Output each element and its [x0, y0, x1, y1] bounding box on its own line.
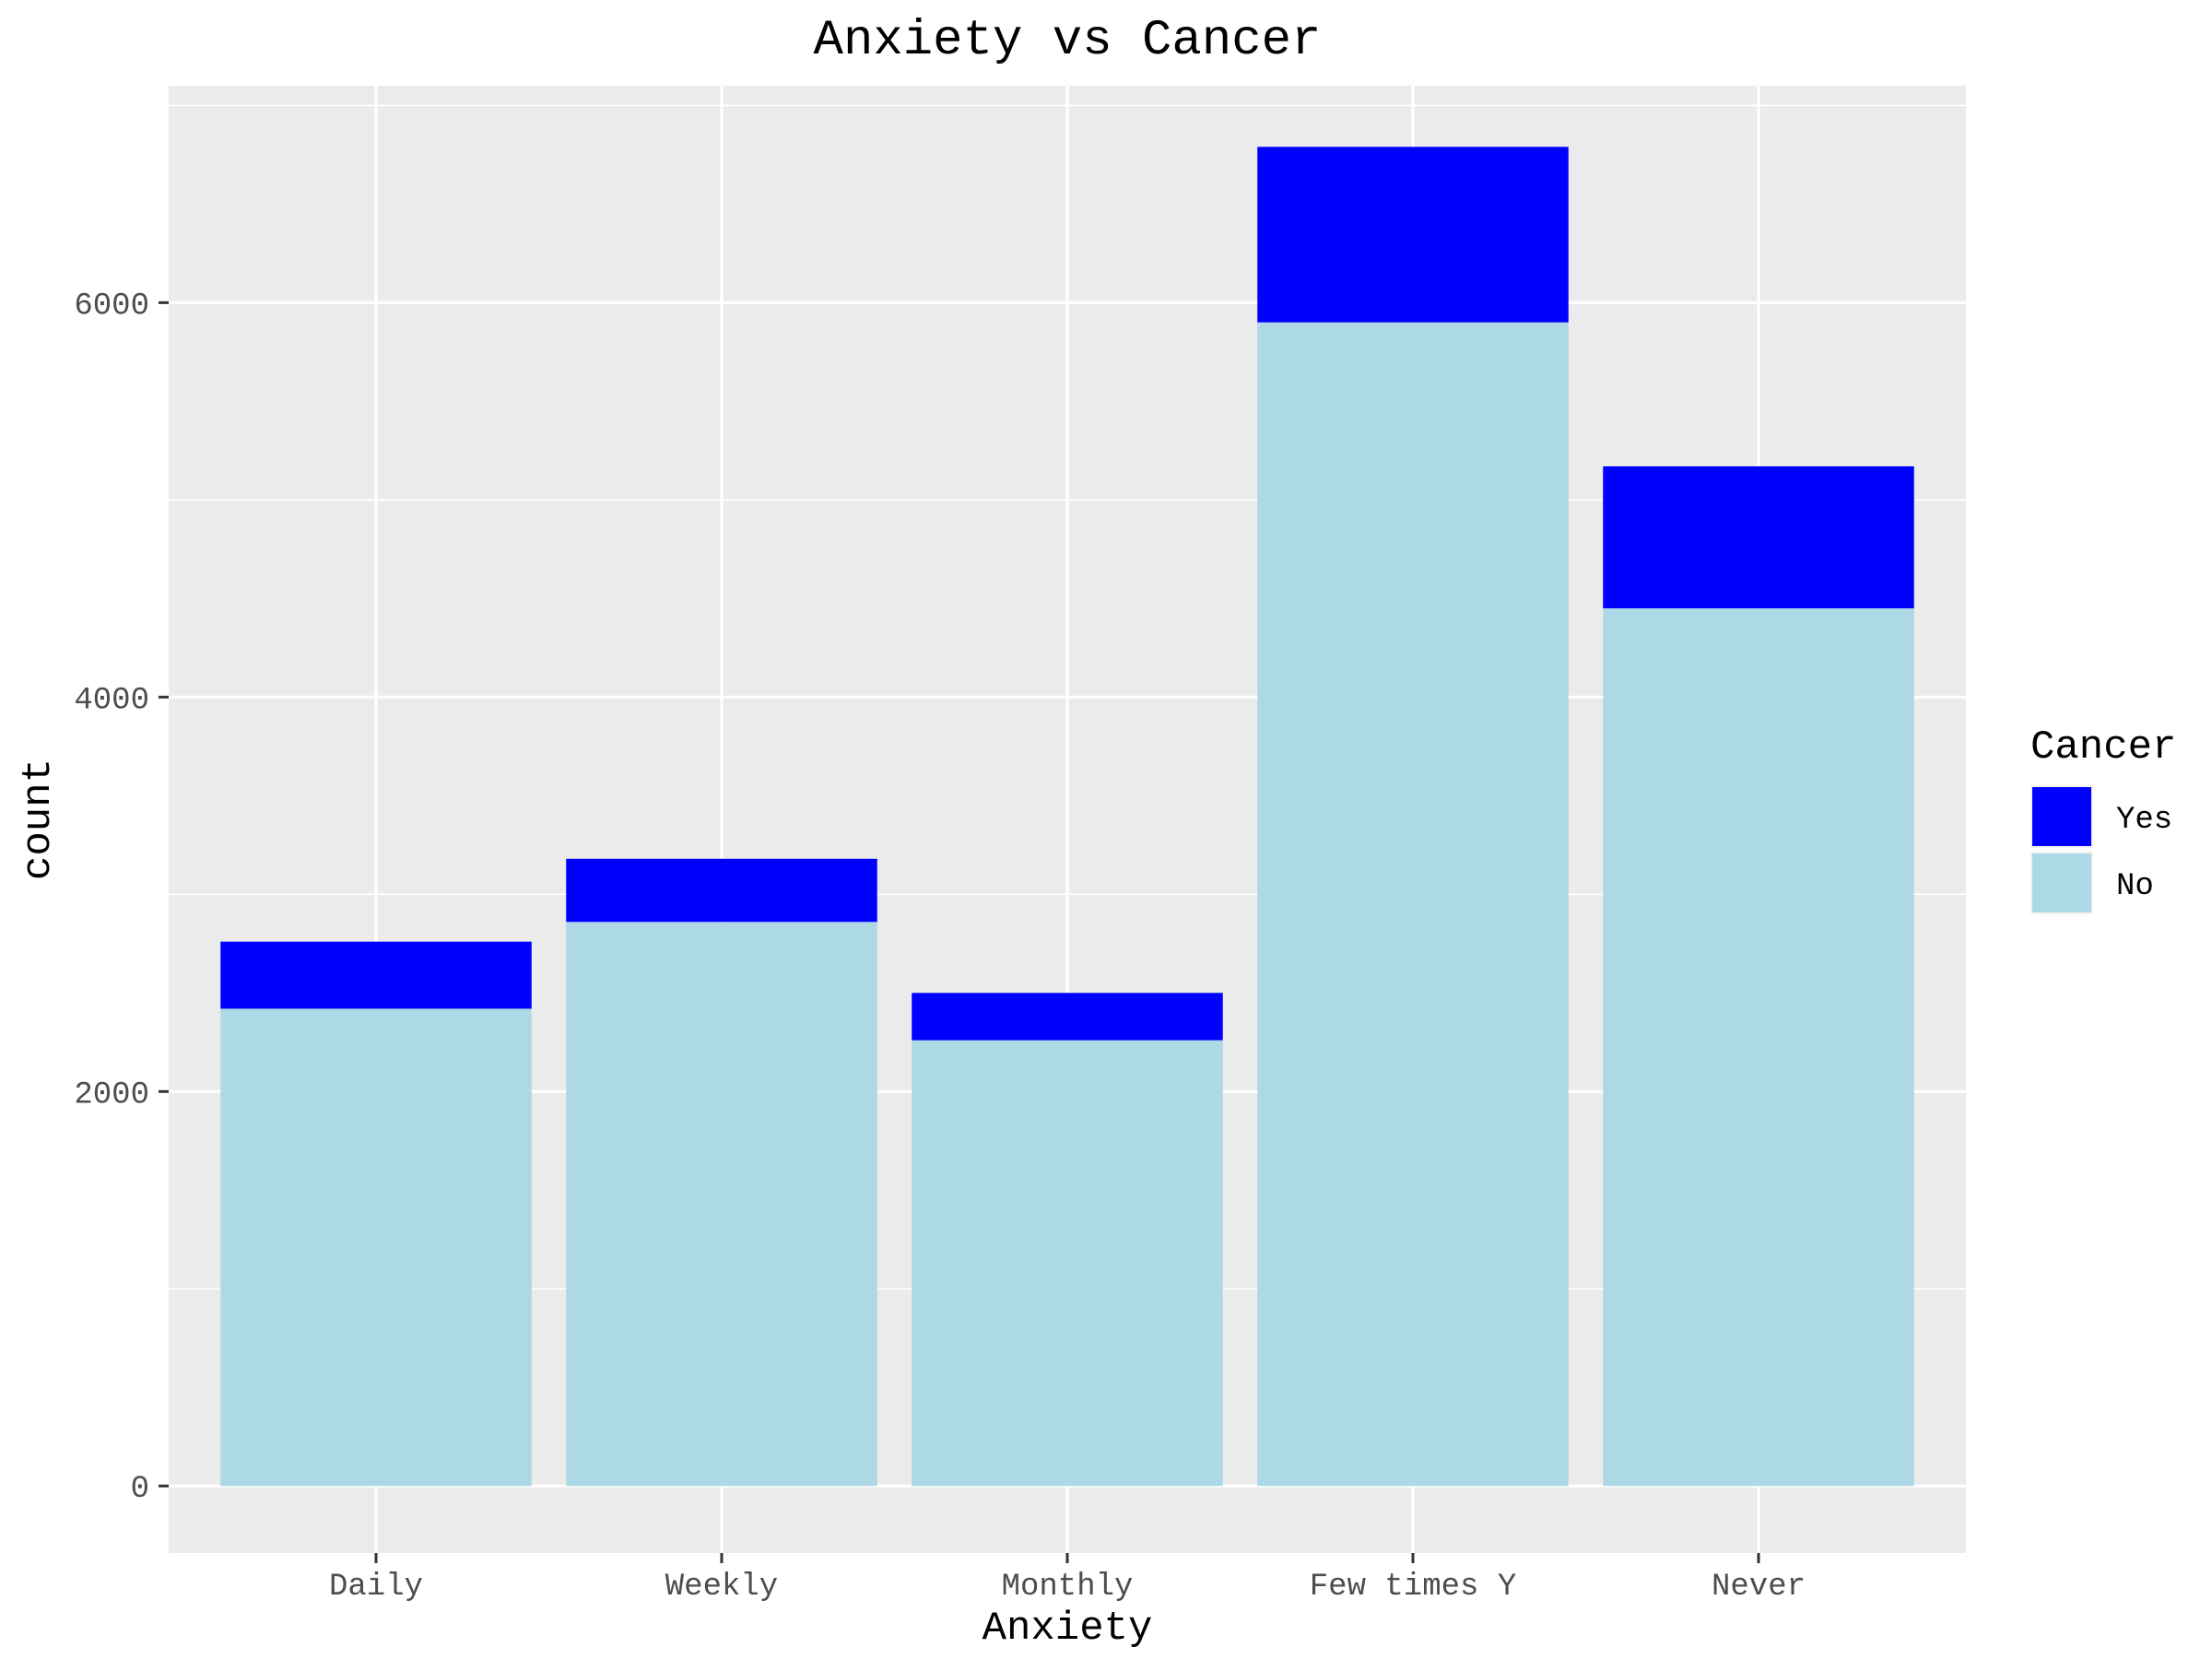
legend-title: Cancer	[2030, 724, 2176, 771]
bar-monthly-no	[912, 1040, 1223, 1487]
bar-never-yes	[1603, 465, 1914, 609]
legend-label-yes: Yes	[2116, 803, 2172, 838]
legend-swatch-no	[2032, 853, 2091, 912]
bar-daily-no	[220, 1008, 532, 1487]
x-tick-label: Few times Y	[1310, 1570, 1516, 1605]
y-tick-label: 4000	[74, 683, 149, 718]
legend: Cancer Yes No	[2030, 724, 2176, 914]
legend-label-no: No	[2116, 869, 2154, 904]
bar-few-times-y-yes	[1257, 147, 1569, 323]
x-tick-label: Never	[1712, 1570, 1806, 1605]
bars	[220, 147, 1914, 1487]
bar-monthly-yes	[912, 993, 1223, 1041]
bar-few-times-y-no	[1257, 322, 1569, 1487]
y-tick-label: 2000	[74, 1077, 149, 1112]
bar-never-no	[1603, 608, 1914, 1487]
x-tick-label: Daily	[329, 1570, 423, 1605]
chart-title: Anxiety vs Cancer	[814, 13, 1322, 69]
y-tick-label: 0	[131, 1472, 149, 1507]
x-axis-title: Anxiety	[982, 1606, 1153, 1652]
x-tick-label: Weekly	[665, 1570, 778, 1605]
bar-weekly-yes	[566, 858, 877, 923]
y-axis-title: count	[16, 759, 62, 880]
x-axis: Daily Weekly Monthly Few times Y Never	[329, 1553, 1806, 1605]
y-axis: 0 2000 4000 6000	[74, 288, 169, 1507]
x-tick-label: Monthly	[1002, 1570, 1134, 1605]
bar-weekly-no	[566, 922, 877, 1487]
legend-swatch-yes	[2032, 787, 2091, 846]
bar-daily-yes	[220, 941, 532, 1009]
y-tick-label: 6000	[74, 288, 149, 324]
